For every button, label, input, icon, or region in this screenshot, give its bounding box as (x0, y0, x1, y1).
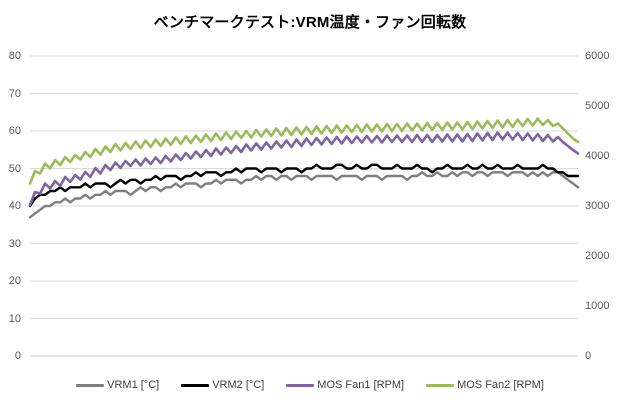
legend-label-mosfan1: MOS Fan1 [RPM] (317, 379, 405, 391)
y-axis-left-tick: 40 (8, 200, 21, 212)
legend-item-vrm1: VRM1 [°C] (76, 378, 159, 392)
y-axis-right-tick: 6000 (585, 50, 610, 62)
legend-label-vrm2: VRM2 [°C] (212, 379, 265, 391)
chart-title: ベンチマークテスト:VRM温度・ファン回転数 (153, 14, 467, 31)
y-axis-left-tick: 70 (8, 88, 21, 100)
y-axis-right-tick: 4000 (585, 150, 610, 162)
y-axis-left-tick: 80 (8, 50, 21, 62)
series-line-2 (28, 131, 580, 207)
legend-marker-vrm2 (181, 383, 210, 387)
series-line-0 (28, 171, 580, 219)
legend-label-mosfan2: MOS Fan2 [RPM] (457, 379, 544, 391)
legend-marker-mosfan2 (426, 383, 455, 387)
y-axis-left-tick: 30 (8, 238, 21, 250)
y-axis-right-tick: 3000 (585, 200, 610, 212)
y-axis-left-tick: 10 (8, 313, 21, 325)
legend-item-mosfan1: MOS Fan1 [RPM] (286, 378, 404, 392)
legend-label-vrm1: VRM1 [°C] (107, 379, 160, 391)
y-axis-left-tick: 60 (8, 125, 21, 137)
legend-item-vrm2: VRM2 [°C] (181, 378, 264, 392)
y-axis-right-tick: 0 (585, 350, 592, 362)
series-line-1 (28, 163, 580, 208)
y-axis-left-tick: 50 (8, 163, 21, 175)
legend-marker-mosfan1 (286, 383, 315, 387)
y-axis-left-tick: 0 (14, 350, 21, 362)
series-line-3 (28, 117, 580, 185)
y-axis-right-tick: 2000 (585, 250, 610, 262)
legend: VRM1 [°C] VRM2 [°C] MOS Fan1 [RPM] MOS F… (0, 378, 620, 392)
y-axis-left-tick: 20 (8, 275, 21, 287)
y-axis-right-tick: 5000 (585, 100, 610, 112)
y-axis-right-tick: 1000 (585, 300, 610, 312)
legend-item-mosfan2: MOS Fan2 [RPM] (426, 378, 544, 392)
legend-marker-vrm1 (76, 383, 105, 387)
